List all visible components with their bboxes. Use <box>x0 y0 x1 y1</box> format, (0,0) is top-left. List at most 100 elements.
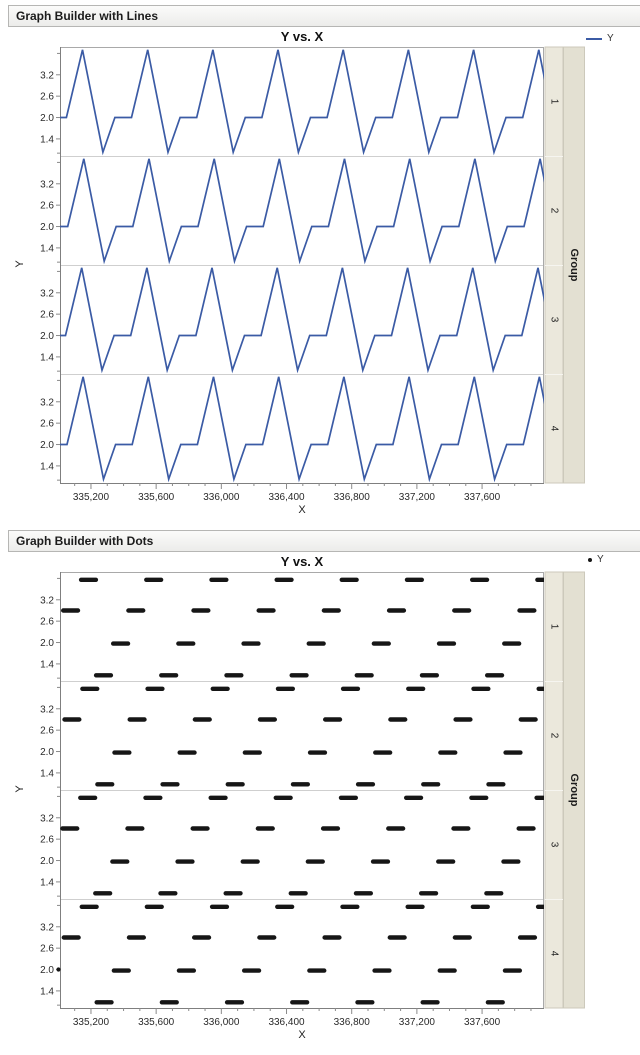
dot-run[interactable] <box>307 750 328 755</box>
dot-run[interactable] <box>405 904 425 909</box>
window-title-bar[interactable]: Graph Builder with Dots <box>8 530 640 552</box>
dot-run[interactable] <box>386 826 406 831</box>
dot-run[interactable] <box>419 673 439 678</box>
dot-run[interactable] <box>452 935 472 940</box>
dot-run[interactable] <box>290 782 310 787</box>
dot-run[interactable] <box>275 904 295 909</box>
facet-panel-4[interactable] <box>60 374 544 483</box>
dot-run[interactable] <box>485 673 505 678</box>
dot-run[interactable] <box>159 673 179 678</box>
y-axis[interactable]: 3.2 2.6 2.0 1.4 3.2 2.6 2.0 1.4 3.2 2.6 2.0 1.4 3.2 2… <box>40 52 60 481</box>
dot-run[interactable] <box>306 641 326 646</box>
dot-run[interactable] <box>95 782 115 787</box>
line-series-y-panel-2[interactable] <box>19 158 640 265</box>
dot-run[interactable] <box>373 750 393 755</box>
dot-run[interactable] <box>192 717 212 722</box>
dot-run[interactable] <box>451 826 471 831</box>
dot-run[interactable] <box>60 826 80 831</box>
dot-run[interactable] <box>355 782 376 787</box>
dot-run[interactable] <box>321 608 341 613</box>
dot-run[interactable] <box>210 686 230 691</box>
dot-run[interactable] <box>340 686 361 691</box>
facet-panel-1[interactable] <box>60 47 544 156</box>
dot-run[interactable] <box>290 1000 310 1005</box>
dot-run[interactable] <box>485 1000 505 1005</box>
dot-run[interactable] <box>340 904 360 909</box>
dot-run[interactable] <box>273 795 293 800</box>
dot-run[interactable] <box>452 608 472 613</box>
dot-run[interactable] <box>436 859 456 864</box>
group-level-label[interactable]: 3 <box>548 842 559 848</box>
dot-run[interactable] <box>421 782 441 787</box>
dot-run[interactable] <box>535 904 555 909</box>
group-level-label[interactable]: 2 <box>548 733 559 739</box>
dot-run[interactable] <box>79 904 99 909</box>
dot-run[interactable] <box>158 891 178 896</box>
dot-run[interactable] <box>78 795 98 800</box>
dot-run[interactable] <box>339 577 359 582</box>
dot-run[interactable] <box>305 859 325 864</box>
dot-run[interactable] <box>320 826 341 831</box>
line-series-y-panel-3[interactable] <box>17 267 640 374</box>
dot-run[interactable] <box>112 750 132 755</box>
legend[interactable]: Y <box>588 554 604 565</box>
group-title[interactable]: Group <box>568 774 580 807</box>
dot-run[interactable] <box>471 686 491 691</box>
facet-panel-2[interactable] <box>60 681 544 790</box>
dot-run[interactable] <box>242 750 262 755</box>
dot-run[interactable] <box>175 859 195 864</box>
dot-run[interactable] <box>224 1000 245 1005</box>
dot-run[interactable] <box>191 608 211 613</box>
dot-run[interactable] <box>61 608 81 613</box>
dot-run[interactable] <box>93 673 114 678</box>
dot-series-y-panel-3[interactable] <box>60 795 568 896</box>
dot-run[interactable] <box>241 641 261 646</box>
dot-run[interactable] <box>371 641 391 646</box>
dot-run[interactable] <box>437 968 457 973</box>
dot-run[interactable] <box>470 577 490 582</box>
dot-run[interactable] <box>190 826 210 831</box>
dot-run[interactable] <box>224 673 244 678</box>
dot-run[interactable] <box>387 935 407 940</box>
x-axis[interactable]: 335,200 335,600 336,000 336,400 336,800 337,2… <box>73 1008 532 1028</box>
dot-run[interactable] <box>516 826 536 831</box>
dot-run[interactable] <box>176 641 196 646</box>
dot-run[interactable] <box>535 577 554 582</box>
dot-run[interactable] <box>469 795 489 800</box>
dot-run[interactable] <box>322 935 342 940</box>
dot-series-y-panel-2[interactable] <box>62 686 570 787</box>
dot-run[interactable] <box>502 968 522 973</box>
facet-panel-3[interactable] <box>60 790 544 899</box>
y-axis[interactable]: 3.2 2.6 2.0 1.4 3.2 2.6 2.0 1.4 3.2 2.6 2.0 1.4 3.2 2… <box>40 577 60 1006</box>
dot-run[interactable] <box>274 577 294 582</box>
dot-run[interactable] <box>145 686 165 691</box>
dot-run[interactable] <box>517 935 538 940</box>
dot-run[interactable] <box>208 795 228 800</box>
dot-run[interactable] <box>501 859 521 864</box>
dot-run[interactable] <box>372 968 392 973</box>
dot-point[interactable] <box>56 967 61 972</box>
dot-run[interactable] <box>62 717 82 722</box>
dot-run[interactable] <box>353 891 373 896</box>
group-level-label[interactable]: 4 <box>548 426 559 432</box>
dot-run[interactable] <box>144 904 164 909</box>
dot-run[interactable] <box>256 608 276 613</box>
dot-run[interactable] <box>127 717 147 722</box>
dot-run[interactable] <box>518 717 538 722</box>
line-series-y-panel-1[interactable] <box>17 49 640 156</box>
dot-run[interactable] <box>110 859 130 864</box>
dot-run[interactable] <box>486 782 506 787</box>
dot-run[interactable] <box>289 673 309 678</box>
dot-run[interactable] <box>257 935 277 940</box>
dot-run[interactable] <box>126 935 146 940</box>
dot-run[interactable] <box>354 673 374 678</box>
dot-run[interactable] <box>209 577 229 582</box>
dot-run[interactable] <box>111 641 131 646</box>
dot-run[interactable] <box>388 717 408 722</box>
dot-run[interactable] <box>159 1000 179 1005</box>
dot-run[interactable] <box>61 935 81 940</box>
dot-run[interactable] <box>176 968 196 973</box>
dot-run[interactable] <box>355 1000 375 1005</box>
dot-run[interactable] <box>436 641 457 646</box>
dot-run[interactable] <box>240 859 260 864</box>
